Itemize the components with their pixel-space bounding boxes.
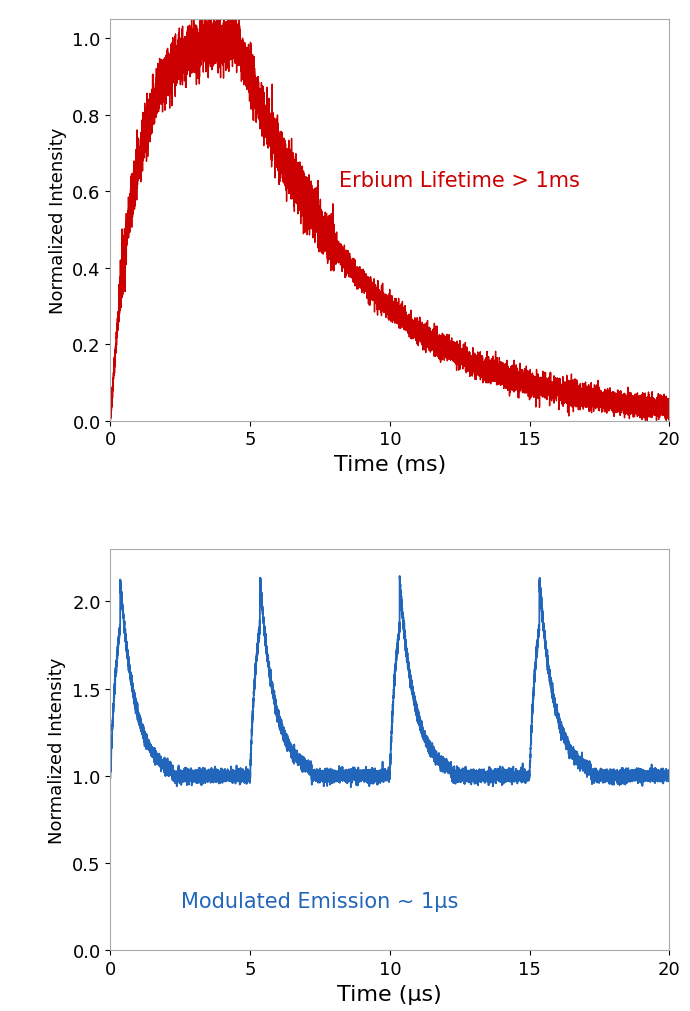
Y-axis label: Normalized Intensity: Normalized Intensity [48,657,66,843]
Text: Erbium Lifetime > 1ms: Erbium Lifetime > 1ms [339,171,580,191]
Y-axis label: Normalized Intensity: Normalized Intensity [48,127,67,313]
X-axis label: Time (μs): Time (μs) [337,984,442,1004]
X-axis label: Time (ms): Time (ms) [334,454,446,474]
Text: Modulated Emission ~ 1μs: Modulated Emission ~ 1μs [181,892,459,912]
